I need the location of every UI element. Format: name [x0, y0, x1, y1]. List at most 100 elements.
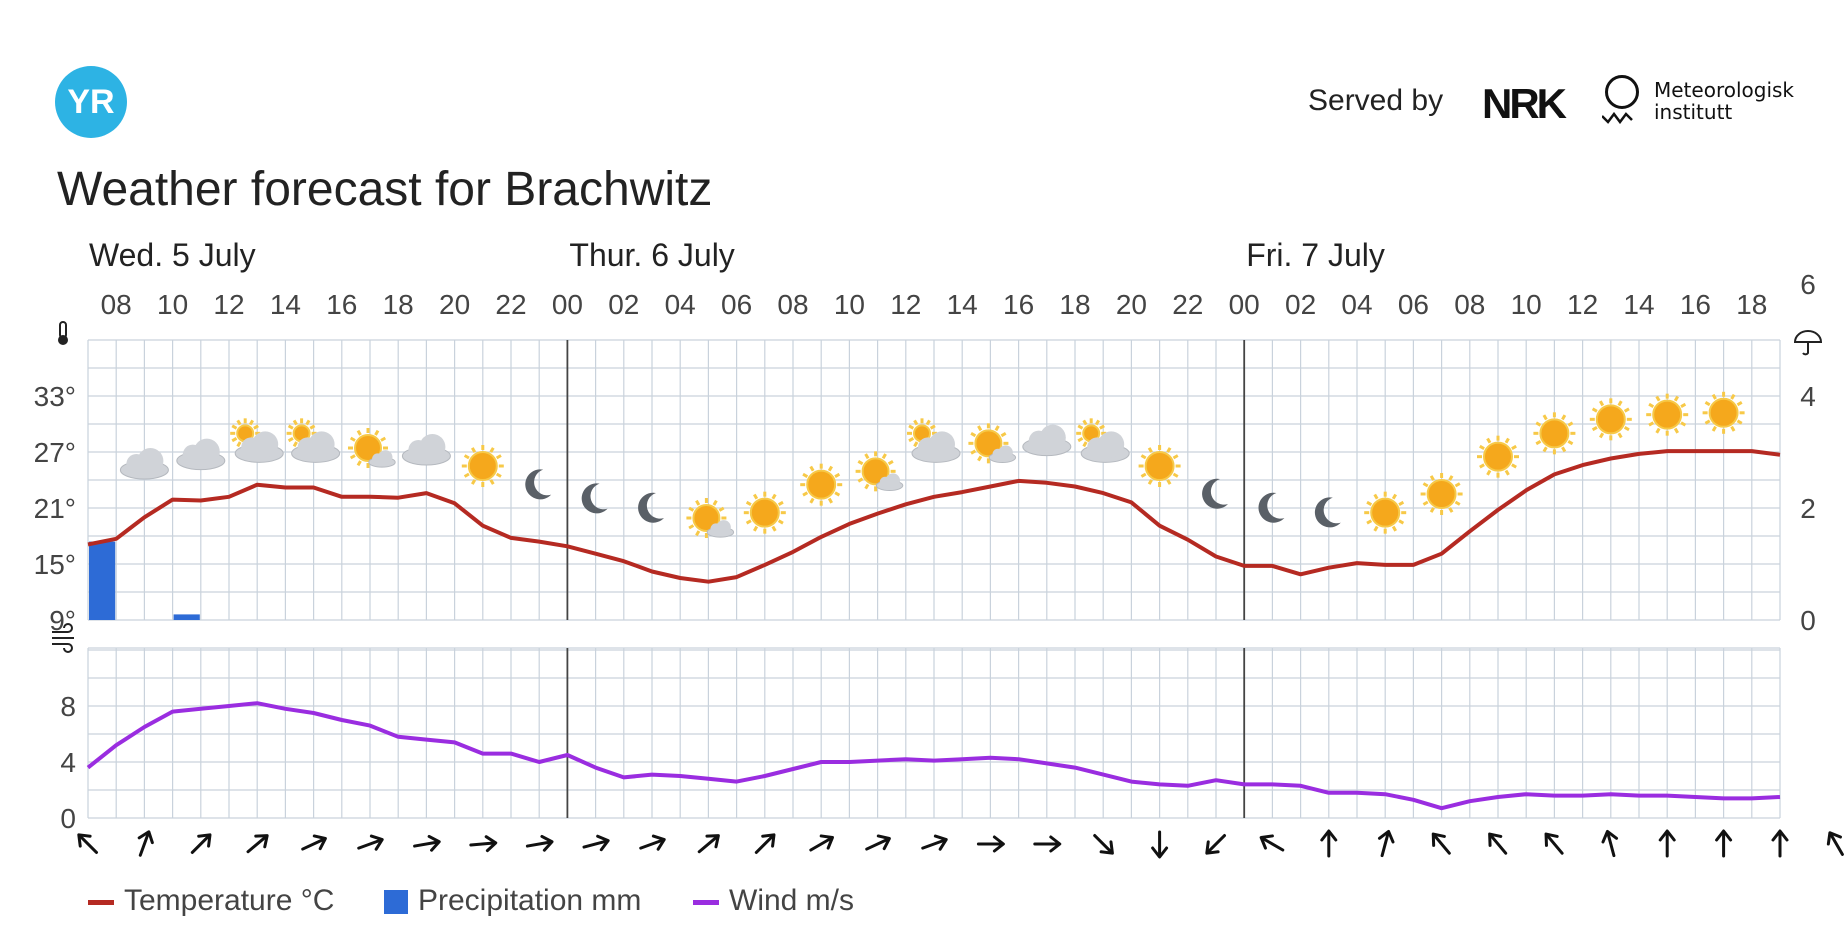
hour-tick-label: 10: [834, 289, 865, 320]
sun-ray: [834, 472, 841, 478]
moon-icon: [525, 469, 552, 500]
fair-icon: [968, 423, 1017, 464]
arrow-shaft: [246, 835, 268, 854]
hour-tick-label: 12: [1567, 289, 1598, 320]
sun-ray: [745, 500, 752, 506]
wind-arrow-icon: [77, 833, 98, 854]
arrow-shaft: [1606, 831, 1616, 858]
temperature-swatch: [88, 899, 114, 905]
sun-disc: [467, 451, 498, 481]
arrow-shaft: [1433, 834, 1451, 855]
moon-shape: [525, 469, 552, 500]
sun-ray: [1398, 500, 1405, 506]
sun-disc: [1144, 451, 1175, 481]
sun-ray: [864, 453, 870, 460]
sun-ray: [881, 453, 887, 460]
hour-tick-label: 08: [1454, 289, 1485, 320]
sun-ray: [1486, 469, 1492, 476]
hour-tick-label: 06: [721, 289, 752, 320]
sun-ray: [356, 460, 362, 467]
yr-logo[interactable]: YR: [55, 66, 127, 138]
wind-arrow-icon: [697, 834, 720, 854]
wind-arrow-icon: [1033, 835, 1062, 853]
legend-wind: Wind m/s: [693, 884, 854, 918]
cloud-part: [137, 448, 164, 474]
wind-arrow-icon: [976, 835, 1005, 853]
sun-ray: [1704, 401, 1711, 407]
partly-cloudy-sun-icon: [1076, 418, 1130, 463]
sun-ray: [292, 419, 298, 426]
sun-disc: [806, 469, 837, 500]
sun-ray: [463, 454, 470, 460]
hour-tick-label: 14: [270, 289, 301, 320]
sun-ray: [753, 493, 759, 500]
sun-ray: [236, 419, 242, 426]
sun-ray: [356, 429, 362, 436]
sun-icon: [743, 491, 786, 534]
arrow-head: [1377, 829, 1395, 844]
sun-ray: [1366, 519, 1373, 525]
sun-ray: [1454, 482, 1461, 488]
arrow-head: [1320, 829, 1338, 842]
wind-arrow-icon: [357, 834, 384, 851]
wind-swatch: [693, 899, 719, 905]
sun-ray: [695, 499, 701, 506]
wind-arrow-icon: [1544, 832, 1564, 855]
arrow-shaft: [1380, 831, 1390, 858]
wind-arrow-icon: [1377, 829, 1395, 858]
partly-cloudy-sun-icon: [907, 418, 961, 463]
precipitation-bar: [89, 541, 116, 620]
sun-ray: [1511, 444, 1517, 450]
sun-icon: [800, 463, 843, 506]
sun-ray: [777, 500, 784, 506]
wind-arrow-icon: [1715, 829, 1733, 858]
hour-tick-label: 18: [1736, 289, 1767, 320]
sun-disc: [1595, 404, 1626, 435]
cloud-part: [1098, 431, 1125, 458]
arrow-head: [77, 833, 92, 848]
wind-stroke: [52, 643, 73, 653]
arrow-head: [1259, 834, 1274, 850]
sun-ray: [1711, 425, 1717, 432]
sun-ray: [1591, 407, 1598, 413]
wind-tick-label: 4: [60, 747, 76, 778]
wind-arrow-icon: [1205, 834, 1226, 855]
sun-ray: [1623, 407, 1630, 413]
sun-ray: [1542, 414, 1548, 421]
sun-ray: [231, 424, 238, 430]
sun-ray: [1591, 426, 1598, 432]
precipitation-swatch: [384, 890, 408, 915]
sun-ray: [1535, 421, 1542, 427]
sun-ray: [834, 491, 841, 497]
sun-ray: [349, 454, 356, 460]
sun-icon: [1138, 445, 1181, 487]
sun-disc: [1426, 479, 1457, 509]
arrow-shaft: [697, 835, 719, 854]
sun-ray: [994, 425, 1000, 432]
sun-ray: [1542, 446, 1548, 453]
arrow-head: [1771, 829, 1789, 842]
wind-arrow-icon: [190, 833, 212, 854]
hour-tick-label: 02: [608, 289, 639, 320]
sun-icon: [461, 445, 504, 487]
wind-arrow-icon: [1093, 834, 1114, 855]
sun-ray: [913, 441, 919, 448]
wind-arrow-icon: [1320, 829, 1338, 858]
sun-ray: [771, 493, 777, 500]
sun-ray: [1504, 437, 1510, 444]
sun-ray: [1673, 427, 1679, 434]
arrow-shaft: [1489, 834, 1508, 855]
wind-arrow-icon: [921, 834, 948, 851]
sun-ray: [1561, 414, 1567, 421]
nrk-logo[interactable]: NRK: [1482, 80, 1567, 127]
sun-ray: [1730, 425, 1736, 432]
met-logo-text[interactable]: Meteorologisk institutt: [1654, 79, 1794, 123]
sun-ray: [1561, 446, 1567, 453]
arrow-head: [651, 834, 666, 851]
cloudy-icon: [119, 448, 169, 480]
sun-ray: [827, 465, 833, 472]
moon-icon: [581, 483, 608, 514]
wind-arrow-icon: [582, 834, 610, 852]
sun-ray: [1454, 500, 1461, 506]
sun-ray: [857, 460, 864, 466]
